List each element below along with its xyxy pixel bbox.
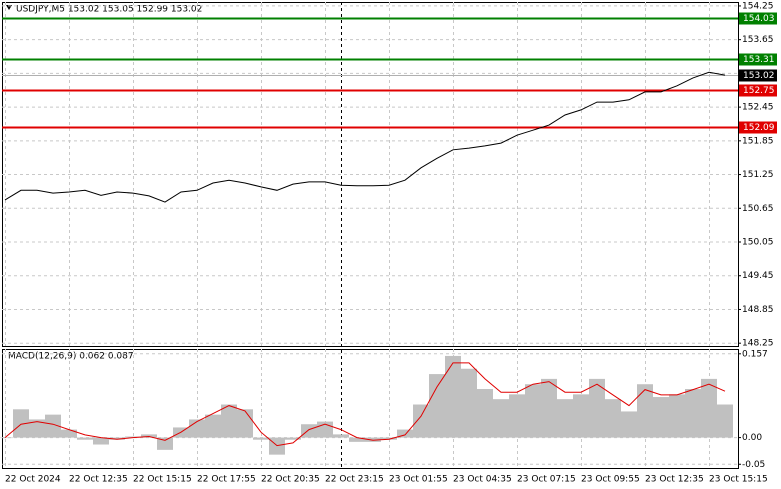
macd-bar — [93, 437, 109, 445]
x-tick-label: 22 Oct 23:15 — [325, 475, 384, 485]
macd-bar — [285, 437, 301, 440]
y-tick-label: 154.25 — [742, 1, 774, 11]
macd-bar — [109, 437, 125, 440]
y-tick-label: 0.157 — [742, 349, 768, 359]
macd-bar — [701, 378, 717, 438]
price-line — [4, 71, 726, 203]
level-tag — [739, 12, 777, 25]
macd-bar — [429, 374, 445, 438]
x-tick-label: 22 Oct 12:35 — [69, 475, 128, 485]
macd-bar — [493, 399, 509, 438]
level-label: 152.09 — [743, 123, 775, 133]
y-tick-label: 151.85 — [742, 136, 774, 146]
macd-bar — [221, 404, 237, 438]
x-tick-label: 22 Oct 2024 — [5, 475, 61, 485]
x-tick-label: 22 Oct 20:35 — [261, 475, 320, 485]
macd-bar — [509, 394, 525, 438]
macd-bar — [381, 437, 397, 440]
level-label: 153.31 — [743, 55, 775, 65]
macd-bar — [669, 394, 685, 438]
price-title: USDJPY,M5 153.02 153.05 152.99 153.02 — [16, 5, 202, 15]
y-tick-label: 0.00 — [742, 433, 762, 443]
x-tick-label: 22 Oct 17:55 — [197, 475, 256, 485]
macd-bar — [637, 384, 653, 438]
x-tick-label: 23 Oct 07:15 — [517, 475, 576, 485]
macd-bar — [301, 424, 317, 438]
macd-bar — [477, 389, 493, 438]
macd-bar — [653, 397, 669, 438]
macd-bar — [157, 437, 173, 450]
x-tick-label: 23 Oct 09:55 — [581, 475, 640, 485]
y-tick-label: 153.65 — [742, 35, 774, 45]
macd-bar — [413, 404, 429, 438]
x-tick-label: 23 Oct 12:35 — [645, 475, 704, 485]
macd-bar — [461, 368, 477, 438]
current-price-tag — [739, 69, 777, 82]
macd-bar — [253, 437, 269, 440]
macd-bar — [621, 411, 637, 438]
macd-bar — [349, 437, 365, 442]
macd-bar — [45, 414, 61, 438]
macd-bar — [205, 414, 221, 438]
x-tick-label: 23 Oct 15:15 — [709, 475, 768, 485]
y-tick-label: 152.45 — [742, 103, 774, 113]
macd-bar — [269, 437, 285, 455]
macd-bar — [685, 389, 701, 438]
macd-bar — [61, 429, 77, 438]
level-label: 152.75 — [743, 86, 775, 96]
y-tick-label: 150.05 — [742, 238, 774, 248]
y-tick-label: 148.85 — [742, 305, 774, 315]
macd-bar — [237, 409, 253, 438]
macd-bar — [29, 419, 45, 438]
macd-bar — [541, 378, 557, 438]
y-tick-label: 149.45 — [742, 271, 774, 281]
signal-line — [4, 362, 726, 447]
x-tick-label: 23 Oct 01:55 — [389, 475, 448, 485]
current-price-label: 153.02 — [743, 71, 775, 81]
macd-bar — [13, 409, 29, 438]
x-tick-label: 22 Oct 15:15 — [133, 475, 192, 485]
macd-bar — [141, 434, 157, 438]
macd-title: MACD(12,26,9) 0.062 0.087 — [8, 352, 134, 362]
level-label: 154.03 — [743, 14, 775, 24]
level-tag — [739, 84, 777, 97]
level-tag — [739, 53, 777, 66]
level-tag — [739, 121, 777, 134]
y-tick-label: 151.25 — [742, 170, 774, 180]
macd-bar — [605, 399, 621, 438]
macd-bar — [0, 437, 13, 439]
macd-bar — [125, 436, 141, 438]
macd-bar — [445, 355, 461, 438]
x-tick-label: 23 Oct 04:35 — [453, 475, 512, 485]
macd-bar — [365, 437, 381, 442]
macd-bar — [573, 394, 589, 438]
macd-bar — [717, 404, 733, 438]
y-tick-label: 148.25 — [742, 339, 774, 349]
macd-bar — [589, 378, 605, 438]
macd-bar — [525, 384, 541, 438]
macd-bar — [397, 429, 413, 438]
macd-bar — [77, 437, 93, 440]
macd-frame — [2, 349, 739, 469]
macd-bar — [557, 399, 573, 438]
y-tick-label: -0.05 — [742, 460, 765, 470]
macd-bar — [333, 434, 349, 438]
y-tick-label: 150.65 — [742, 204, 774, 214]
